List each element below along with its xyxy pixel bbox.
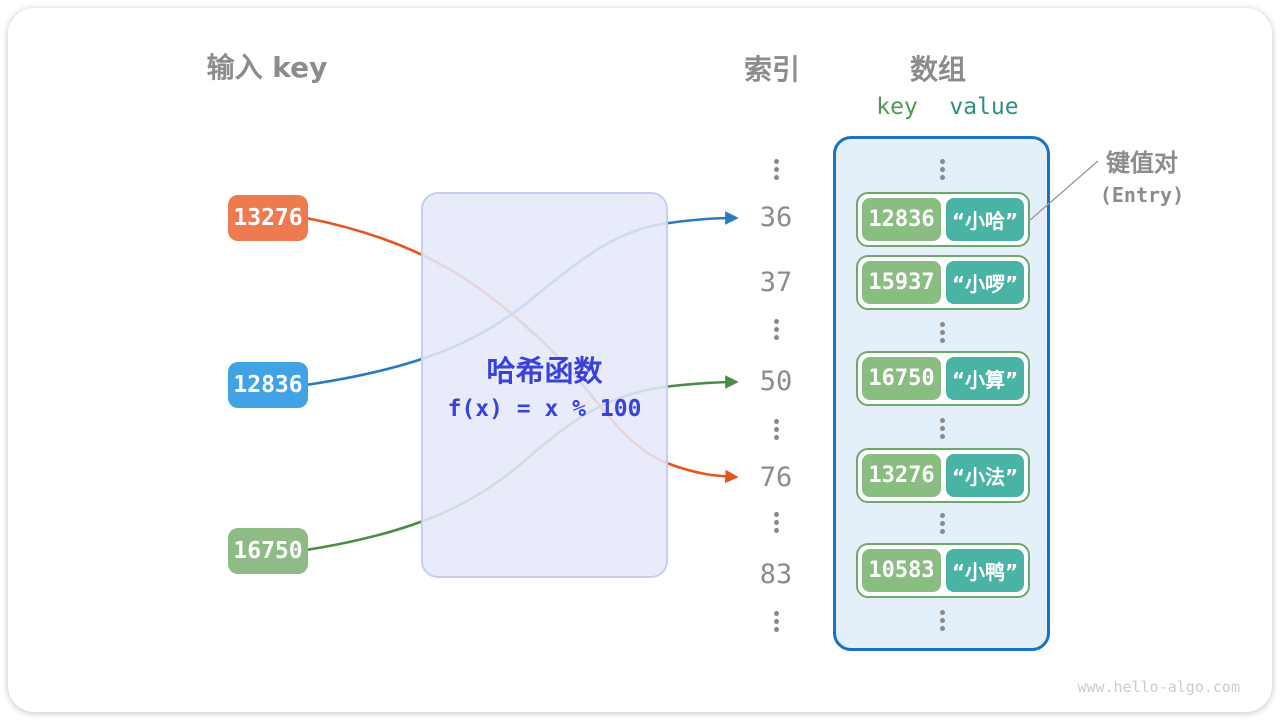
entry-key: 10583	[862, 549, 941, 592]
hash-function-title: 哈希函数	[486, 354, 603, 388]
index-value-36: 36	[759, 202, 793, 233]
entry-row-12836: 12836 “小哈”	[856, 192, 1030, 247]
watermark: www.hello-algo.com	[1077, 678, 1240, 696]
input-key-box-12836: 12836	[228, 362, 308, 408]
hash-function-formula: f(x) = x % 100	[447, 396, 642, 422]
index-value-83: 83	[759, 559, 793, 590]
ellipsis-dots	[940, 513, 945, 534]
entry-row-10583: 10583 “小鸭”	[856, 543, 1030, 598]
input-key-box-13276: 13276	[228, 195, 308, 241]
entry-value: “小鸭”	[946, 549, 1024, 592]
entry-value: “小算”	[946, 357, 1024, 400]
entry-key: 13276	[862, 454, 941, 497]
value-column-label: value	[949, 94, 1019, 120]
index-value-76: 76	[759, 462, 793, 493]
ellipsis-dots	[741, 512, 811, 533]
index-header: 索引	[743, 53, 800, 86]
entry-annotation-en: (Entry)	[1099, 183, 1185, 207]
ellipsis-dots	[741, 159, 811, 180]
ellipsis-dots	[940, 610, 945, 631]
entry-annotation-cn: 键值对	[1106, 149, 1178, 177]
entry-value: “小啰”	[946, 261, 1024, 304]
entry-value: “小哈”	[946, 198, 1024, 241]
ellipsis-dots	[741, 419, 811, 440]
entry-row-13276: 13276 “小法”	[856, 448, 1030, 503]
ellipsis-dots	[741, 611, 811, 632]
input-key-box-16750: 16750	[228, 528, 308, 574]
key-column-label: key	[876, 94, 918, 120]
input-key-header: 输入 key	[206, 51, 328, 84]
entry-annotation: 键值对 (Entry)	[1072, 143, 1212, 207]
entry-value: “小法”	[946, 454, 1024, 497]
entry-row-15937: 15937 “小啰”	[856, 255, 1030, 310]
index-value-37: 37	[759, 267, 793, 298]
entry-key: 12836	[862, 198, 941, 241]
array-container: 12836 “小哈” 15937 “小啰” 16750 “小算” 13276 “…	[833, 136, 1050, 651]
ellipsis-dots	[940, 418, 945, 439]
array-header: 数组	[909, 53, 966, 86]
entry-key: 15937	[862, 261, 941, 304]
entry-row-16750: 16750 “小算”	[856, 351, 1030, 406]
ellipsis-dots	[940, 322, 945, 343]
entry-key: 16750	[862, 357, 941, 400]
ellipsis-dots	[940, 159, 945, 180]
ellipsis-dots	[741, 319, 811, 340]
index-value-50: 50	[759, 366, 793, 397]
